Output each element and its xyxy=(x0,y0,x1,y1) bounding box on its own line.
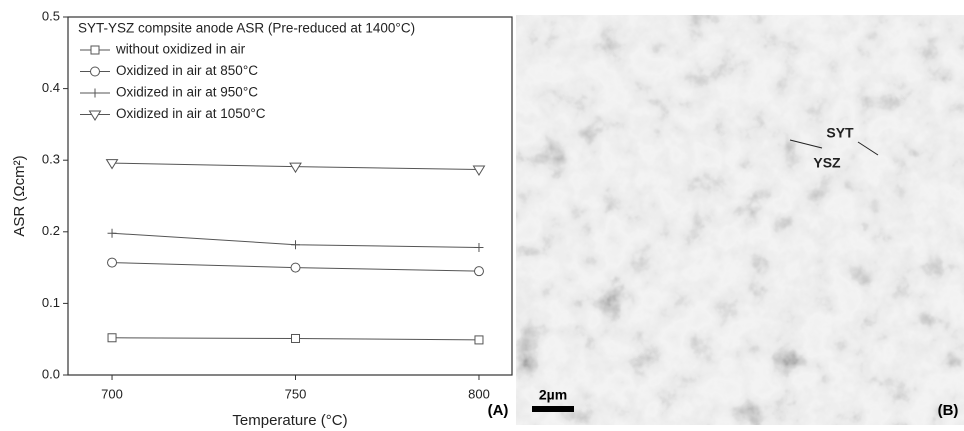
legend-marker xyxy=(88,110,102,121)
plot-frame xyxy=(67,16,513,376)
legend-marker xyxy=(90,66,100,77)
marker xyxy=(474,243,484,253)
legend-title: SYT-YSZ compsite anode ASR (Pre-reduced … xyxy=(78,21,415,36)
y-axis-title: ASR (Ωcm²) xyxy=(11,155,28,236)
marker xyxy=(105,159,119,170)
x-axis-title: Temperature (°C) xyxy=(232,412,347,429)
marker xyxy=(107,228,117,238)
sem-image xyxy=(516,15,964,425)
marker xyxy=(107,257,118,268)
marker xyxy=(291,240,301,250)
pointer-line xyxy=(789,139,823,149)
panel-label: (A) xyxy=(488,402,509,419)
legend-label: Oxidized in air at 950°C xyxy=(116,85,258,100)
marker xyxy=(472,165,486,176)
phase-label: SYT xyxy=(826,125,854,141)
panel-label: (B) xyxy=(938,402,959,419)
phase-label: YSZ xyxy=(813,155,841,171)
y-tick-label: 0.4 xyxy=(42,80,60,95)
y-tick-label: 0.0 xyxy=(42,366,60,381)
legend-label: Oxidized in air at 850°C xyxy=(116,63,258,78)
x-tick-label: 700 xyxy=(101,386,123,401)
y-tick-label: 0.2 xyxy=(42,223,60,238)
micrograph: SYT YSZ 2µm (B) xyxy=(516,15,964,425)
y-tick-label: 0.1 xyxy=(42,295,60,310)
marker xyxy=(291,333,301,343)
marker xyxy=(290,262,301,273)
x-tick-label: 800 xyxy=(468,386,490,401)
y-tick-label: 0.3 xyxy=(42,152,60,167)
marker xyxy=(289,162,302,174)
y-tick-label: 0.5 xyxy=(42,8,60,23)
legend-label: Oxidized in air at 1050°C xyxy=(116,106,266,121)
scale-bar xyxy=(532,406,574,412)
legend-marker xyxy=(90,88,100,98)
x-tick-label: 750 xyxy=(285,386,307,401)
marker xyxy=(107,333,117,343)
legend-label: without oxidized in air xyxy=(115,42,246,57)
marker xyxy=(473,266,484,277)
pointer-line xyxy=(857,141,879,156)
scale-label: 2µm xyxy=(539,387,567,403)
marker xyxy=(474,335,484,345)
legend-marker xyxy=(90,45,100,55)
